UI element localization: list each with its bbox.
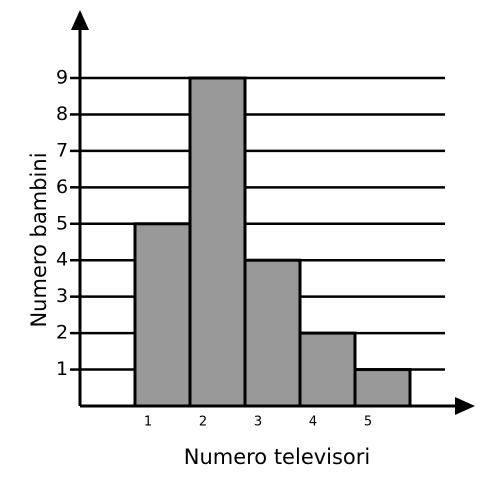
x-tick-label: 1 — [144, 415, 152, 430]
y-tick-label: 1 — [56, 358, 68, 380]
bar — [298, 331, 357, 408]
y-tick-label: 4 — [56, 249, 68, 271]
y-axis-arrow — [71, 10, 89, 30]
y-axis-title: Numero bambini — [27, 152, 51, 327]
x-tick-label: 5 — [364, 415, 372, 430]
x-axis-title: Numero televisori — [184, 445, 371, 469]
y-tick-label: 7 — [56, 139, 68, 161]
y-tick-label: 6 — [56, 176, 68, 198]
x-tick-label: 2 — [199, 415, 207, 430]
bar — [243, 258, 302, 408]
bar — [353, 368, 412, 408]
y-tick-label: 8 — [56, 103, 68, 125]
x-tick-label: 3 — [254, 415, 262, 430]
bar — [188, 76, 247, 408]
x-tick-label: 4 — [309, 415, 317, 430]
bar — [133, 222, 192, 408]
bars — [133, 76, 412, 408]
y-tick-label: 9 — [56, 67, 68, 89]
x-axis-arrow — [455, 397, 475, 415]
y-tick-label: 2 — [56, 322, 68, 344]
y-tick-label: 3 — [56, 285, 68, 307]
y-tick-label: 5 — [56, 212, 68, 234]
